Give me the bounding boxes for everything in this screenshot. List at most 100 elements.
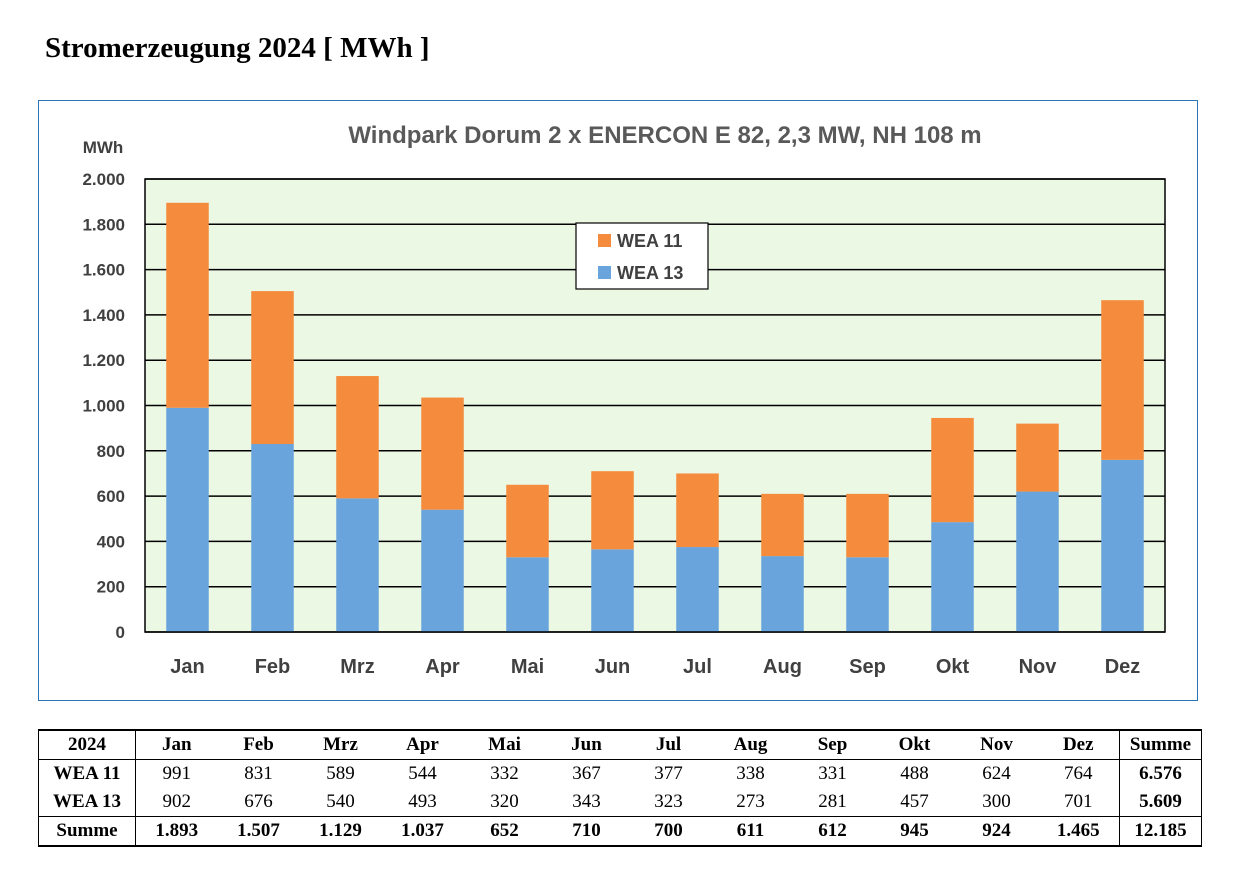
table-cell: 377: [654, 763, 683, 784]
table-cell: 1.129: [299, 816, 382, 847]
table-row: WEA 11 991 831 589 544 332 367 377 338 331 488 624 7…: [38, 759, 1202, 788]
bar-wea13: [251, 444, 294, 632]
x-tick-label: Okt: [936, 656, 970, 678]
legend-swatch: [598, 266, 611, 279]
table-cell: 273: [736, 791, 765, 812]
bar-wea11: [251, 291, 294, 445]
table-cell: 331: [818, 763, 847, 784]
x-tick-label: Jun: [595, 656, 631, 678]
table-cell: 320: [490, 791, 519, 812]
table-cell: 652: [463, 816, 546, 847]
table-month-header: Okt: [873, 729, 956, 760]
table-month-header: Mai: [463, 729, 546, 760]
bar-wea11: [1016, 423, 1059, 492]
y-tick-label: 1.400: [82, 306, 125, 325]
y-tick-label: 600: [97, 487, 125, 506]
table-month-header: Sep: [791, 729, 874, 760]
table-year-header: 2024: [38, 729, 136, 760]
table-cell: 1.893: [135, 816, 218, 847]
table-cell: 338: [736, 763, 765, 784]
bar-wea13: [591, 549, 634, 632]
x-tick-label: Jul: [683, 656, 712, 678]
table-sum-row: Summe 1.893 1.507 1.129 1.037 652 710 700 611 612…: [38, 816, 1202, 847]
bar-wea13: [846, 557, 889, 632]
table-cell: 300: [982, 791, 1011, 812]
chart-title: Windpark Dorum 2 x ENERCON E 82, 2,3 MW,…: [348, 122, 981, 149]
table-cell: 281: [818, 791, 847, 812]
bar-wea13: [1016, 491, 1059, 632]
table-cell: 1.037: [381, 816, 464, 847]
bar-wea13: [931, 522, 974, 632]
table-cell: 1.465: [1037, 816, 1120, 847]
table-cell: 710: [545, 816, 628, 847]
y-tick-label: 800: [97, 442, 125, 461]
table-row-label: WEA 13: [38, 788, 136, 817]
legend-label: WEA 11: [617, 231, 682, 251]
table-total-cell: 6.576: [1119, 759, 1202, 788]
bar-wea11: [166, 202, 209, 408]
x-tick-label: Feb: [255, 656, 291, 678]
bar-wea11: [761, 493, 804, 557]
bar-wea13: [336, 498, 379, 632]
table-cell: 332: [490, 763, 519, 784]
y-tick-label: 400: [97, 532, 125, 551]
x-tick-label: Nov: [1019, 656, 1058, 678]
bar-wea13: [1101, 459, 1144, 632]
bar-wea11: [931, 417, 974, 523]
table-total-cell: 12.185: [1119, 816, 1202, 847]
table-cell: 457: [900, 791, 929, 812]
x-tick-label: Jan: [170, 656, 204, 678]
bar-wea11: [846, 493, 889, 558]
table-cell: 540: [326, 791, 355, 812]
table-cell: 902: [162, 791, 192, 812]
production-table: 2024 Jan Feb Mrz Apr Mai Jun Jul Aug Sep Okt Nov Dez…: [38, 729, 1202, 847]
table-cell: 323: [654, 791, 683, 812]
table-cell: 701: [1064, 791, 1093, 812]
x-tick-label: Apr: [425, 656, 460, 678]
stacked-bar-chart: Windpark Dorum 2 x ENERCON E 82, 2,3 MW,…: [82, 122, 1166, 678]
table-total-cell: 5.609: [1119, 788, 1202, 817]
table-cell: 343: [572, 791, 601, 812]
table-cell: 589: [326, 763, 355, 784]
bar-wea11: [421, 397, 464, 510]
y-tick-label: 200: [97, 578, 125, 597]
table-cell: 612: [791, 816, 874, 847]
table-cell: 488: [900, 763, 929, 784]
bar-wea13: [166, 407, 209, 632]
table-total-header: Summe: [1119, 729, 1202, 760]
y-tick-label: 1.000: [82, 397, 125, 416]
y-tick-label: 1.200: [82, 351, 125, 370]
legend-swatch: [598, 234, 611, 247]
table-month-header: Nov: [955, 729, 1038, 760]
table-cell: 991: [162, 763, 192, 784]
x-tick-label: Sep: [849, 656, 886, 678]
legend-label: WEA 13: [617, 263, 683, 283]
chart-frame: Windpark Dorum 2 x ENERCON E 82, 2,3 MW,…: [38, 100, 1198, 701]
y-tick-label: 0: [116, 623, 125, 642]
table-cell: 676: [244, 791, 273, 812]
table-cell: 831: [244, 763, 273, 784]
table-cell: 624: [982, 763, 1011, 784]
x-tick-label: Aug: [763, 656, 802, 678]
table-cell: 700: [627, 816, 710, 847]
bar-wea13: [506, 557, 549, 632]
table-month-header: Aug: [709, 729, 792, 760]
table-cell: 1.507: [217, 816, 300, 847]
table-row: WEA 13 902 676 540 493 320 343 323 273 281 457 300 7…: [38, 788, 1202, 817]
x-tick-label: Mai: [511, 656, 544, 678]
table-month-header: Jun: [545, 729, 628, 760]
table-month-header: Jan: [135, 729, 218, 760]
page-title: Stromerzeugung 2024 [ MWh ]: [45, 32, 430, 64]
table-cell: 367: [572, 763, 601, 784]
bar-wea11: [1101, 300, 1144, 460]
table-cell: 544: [408, 763, 437, 784]
table-cell: 924: [955, 816, 1038, 847]
x-tick-label: Mrz: [340, 656, 374, 678]
x-tick-label: Dez: [1105, 656, 1141, 678]
table-month-header: Apr: [381, 729, 464, 760]
bar-wea11: [591, 471, 634, 550]
bar-wea13: [761, 556, 804, 632]
table-month-header: Jul: [627, 729, 710, 760]
table-month-header: Mrz: [299, 729, 382, 760]
y-tick-label: 2.000: [82, 170, 125, 189]
